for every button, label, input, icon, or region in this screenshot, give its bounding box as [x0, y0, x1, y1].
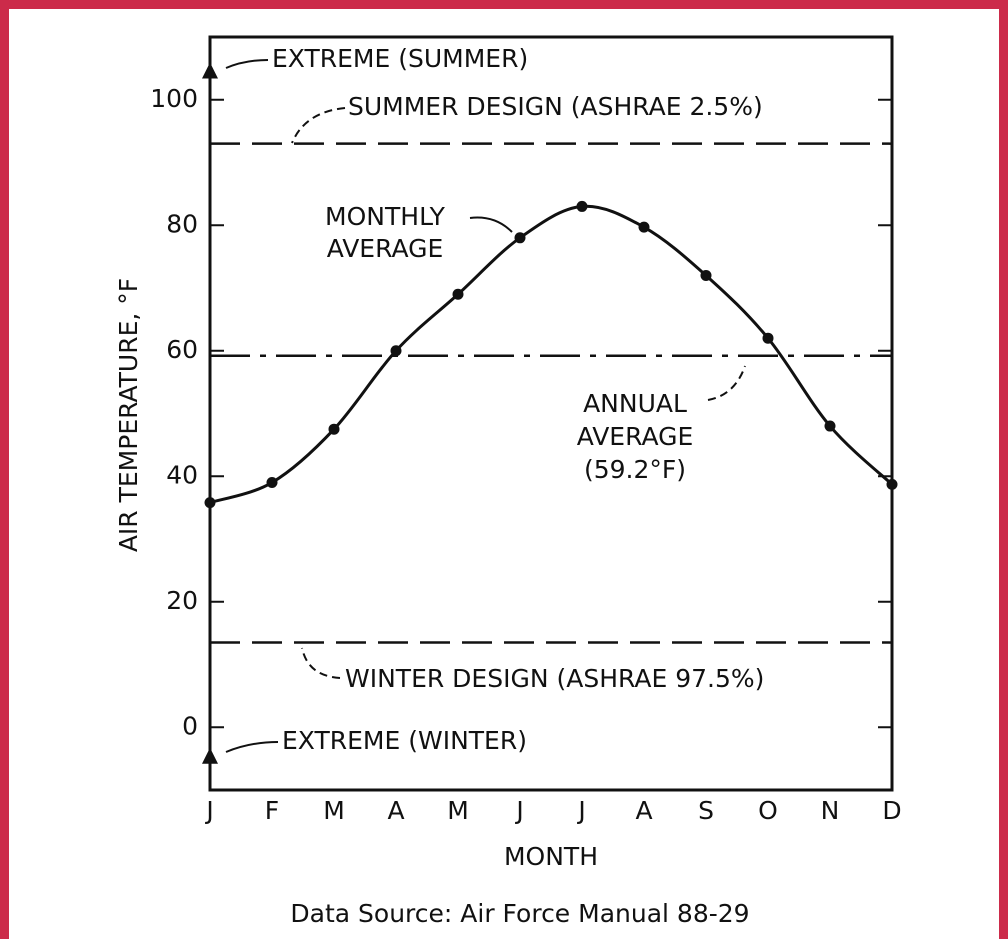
- y-tick-label: 80: [166, 209, 198, 238]
- data-point: [576, 200, 588, 212]
- x-tick-label: O: [758, 796, 778, 825]
- reference-label: ANNUAL: [583, 389, 687, 418]
- y-tick-label: 60: [166, 335, 198, 364]
- x-tick-label: D: [882, 796, 901, 825]
- extreme-label: EXTREME (WINTER): [282, 726, 527, 755]
- data-point: [452, 288, 464, 300]
- series-label: AVERAGE: [327, 234, 444, 263]
- data-point: [266, 477, 278, 489]
- data-point: [638, 221, 650, 233]
- y-tick-label: 40: [166, 460, 198, 489]
- arrow: [301, 647, 341, 679]
- x-tick-label: N: [821, 796, 840, 825]
- x-tick-label: J: [576, 796, 585, 825]
- x-axis-label: MONTH: [504, 842, 598, 871]
- arrow: [707, 365, 746, 401]
- data-point: [700, 269, 712, 281]
- y-tick-label: 100: [150, 84, 198, 113]
- source-note: Data Source: Air Force Manual 88-29: [290, 899, 749, 928]
- data-point: [886, 478, 898, 490]
- x-tick-label: J: [514, 796, 523, 825]
- data-point: [514, 232, 526, 244]
- x-tick-label: S: [698, 796, 714, 825]
- extreme-marker: [202, 62, 218, 79]
- x-tick-label: M: [447, 796, 469, 825]
- data-point: [390, 345, 402, 357]
- y-tick-label: 0: [182, 711, 198, 740]
- arrow: [225, 741, 279, 753]
- annotation-arrows: [225, 59, 746, 753]
- x-tick-label: J: [204, 796, 213, 825]
- reference-label: WINTER DESIGN (ASHRAE 97.5%): [345, 664, 764, 693]
- data-point: [762, 332, 774, 344]
- data-point: [204, 497, 216, 509]
- series-line: [209, 204, 894, 505]
- data-point: [328, 423, 340, 435]
- series-label: MONTHLY: [325, 202, 446, 231]
- x-tick-label: M: [323, 796, 345, 825]
- arrow: [469, 216, 513, 233]
- plot-frame: [208, 35, 894, 792]
- extreme-marker: [202, 747, 218, 764]
- x-tick-label: F: [265, 796, 279, 825]
- arrow: [291, 107, 346, 144]
- reference-label: (59.2°F): [584, 455, 686, 484]
- x-tick-label: A: [387, 796, 404, 825]
- reference-label: AVERAGE: [577, 422, 694, 451]
- extreme-label: EXTREME (SUMMER): [272, 44, 528, 73]
- x-tick-label: A: [635, 796, 652, 825]
- y-tick-label: 20: [166, 586, 198, 615]
- y-axis-label: AIR TEMPERATURE, °F: [114, 278, 143, 552]
- reference-label: SUMMER DESIGN (ASHRAE 2.5%): [348, 92, 763, 121]
- arrow: [225, 59, 269, 69]
- data-point: [824, 420, 836, 432]
